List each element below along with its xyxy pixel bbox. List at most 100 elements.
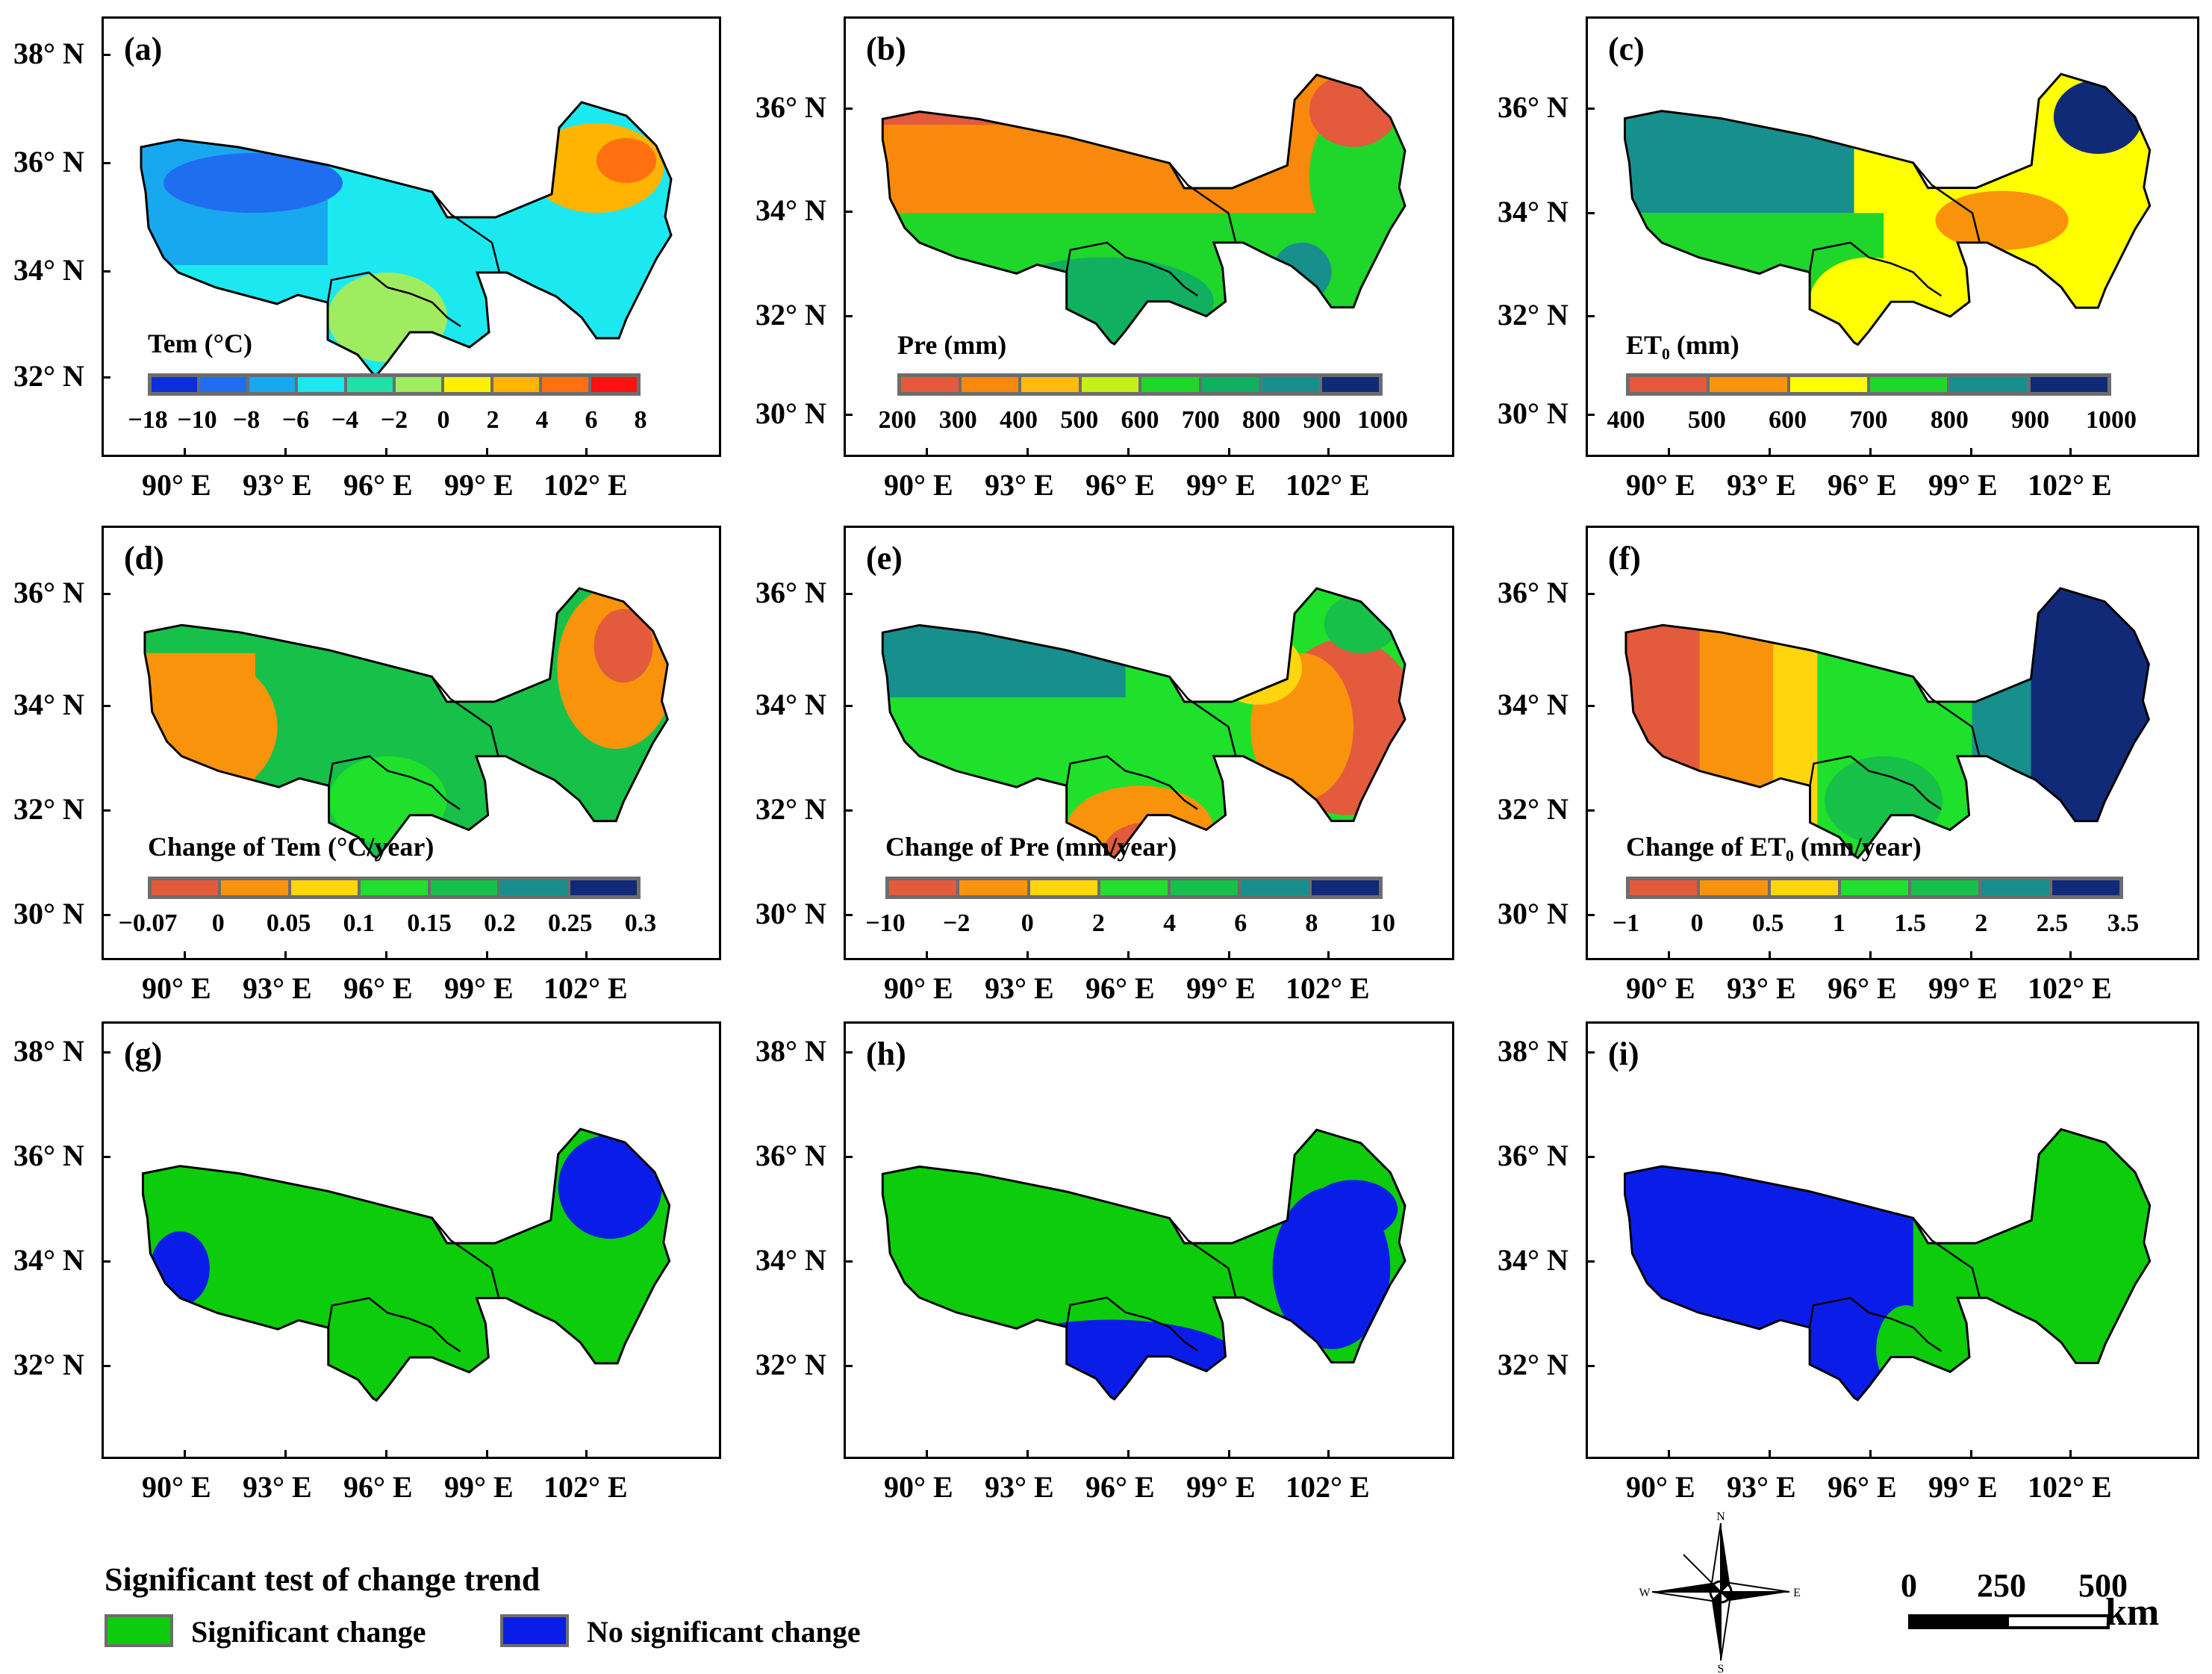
legend-title: Change of Pre (mm/year) — [885, 832, 1177, 862]
lat-tick — [102, 914, 110, 916]
legend-color-cell — [2051, 880, 2119, 895]
map-panel-i — [1586, 1021, 2199, 1459]
scale-unit: km — [2105, 1591, 2160, 1634]
lon-tick — [284, 951, 287, 960]
lon-tick-label: 93° E — [243, 1470, 312, 1504]
legend-tick-label: 700 — [1849, 406, 1888, 434]
legend-tick-label: 0.5 — [1752, 909, 1784, 937]
legend-tick-label: 4 — [1163, 909, 1177, 937]
lat-tick-label: 36° N — [755, 90, 826, 124]
legend-tick-label: 800 — [1242, 406, 1280, 434]
lon-tick-label: 99° E — [444, 1470, 514, 1504]
lat-tick — [844, 211, 853, 213]
lon-tick — [585, 1450, 588, 1459]
lon-tick-label: 102° E — [543, 971, 628, 1005]
significant-swatch — [105, 1614, 173, 1647]
lon-tick-label: 93° E — [985, 468, 1054, 502]
legend-color-cell — [961, 377, 1021, 392]
legend-colorbar — [885, 877, 1383, 899]
lat-tick — [1586, 1365, 1595, 1367]
lat-tick — [102, 705, 110, 707]
lon-tick-label: 96° E — [1085, 468, 1155, 502]
lon-tick-label: 93° E — [1727, 1470, 1796, 1504]
legend-tick-label: 500 — [1687, 406, 1726, 434]
lat-tick — [1586, 593, 1595, 595]
lon-tick-label: 93° E — [243, 468, 312, 502]
lat-tick-label: 34° N — [755, 688, 826, 721]
lon-tick-label: 99° E — [1928, 971, 1998, 1005]
lon-tick — [1668, 951, 1670, 960]
legend-tick-label: −2 — [942, 909, 971, 937]
lat-tick-label: 38° N — [755, 1034, 826, 1068]
legend-color-cell — [591, 377, 638, 392]
legend-tick-label: −1 — [1612, 909, 1640, 937]
legend-color-cell — [1630, 880, 1701, 895]
lat-tick — [102, 376, 110, 379]
lon-tick-label: 102° E — [1286, 971, 1370, 1005]
legend-color-cell — [542, 377, 591, 392]
map-a — [140, 101, 673, 377]
map-panel-a — [102, 16, 721, 457]
lon-tick — [1970, 1450, 1972, 1459]
lon-tick — [1869, 951, 1872, 960]
panel-letter: (c) — [1608, 31, 1645, 67]
lat-tick-label: 36° N — [13, 576, 84, 609]
lon-tick — [1668, 1450, 1670, 1459]
legend-tick-label: 1 — [1832, 909, 1845, 937]
lon-tick — [1327, 1450, 1330, 1459]
lat-tick-label: 38° N — [1498, 1034, 1568, 1068]
scale-bar — [1908, 1614, 2110, 1629]
lon-tick — [926, 951, 928, 960]
map-panel-h — [844, 1021, 1454, 1459]
legend-tick-label: −6 — [281, 406, 310, 434]
lon-tick-label: 96° E — [1828, 971, 1897, 1005]
map-d — [143, 587, 669, 859]
legend-color-cell — [1789, 377, 1870, 392]
legend-tick-label: 0.25 — [547, 909, 593, 937]
map-b — [881, 73, 1406, 346]
legend-tick-label: 6 — [585, 406, 598, 434]
lon-tick-label: 90° E — [1626, 1470, 1695, 1504]
legend-colorbar — [1626, 373, 2111, 396]
legend-tick-label: 500 — [1060, 406, 1099, 434]
lon-tick — [1327, 448, 1330, 457]
legend-tick-label: −18 — [128, 406, 168, 434]
lat-tick — [844, 108, 853, 110]
lon-tick — [585, 448, 588, 457]
legend-color-cell — [959, 880, 1030, 895]
legend-tick-label: 2 — [1975, 909, 1988, 937]
legend-colorbar — [148, 373, 641, 396]
lat-tick-label: 30° N — [13, 897, 84, 930]
lon-tick — [1668, 448, 1670, 457]
legend-color-cell — [1262, 377, 1322, 392]
lat-tick — [102, 593, 110, 595]
lon-tick — [1228, 448, 1230, 457]
lon-tick — [385, 1450, 387, 1459]
scale-label-500: 500 — [2078, 1567, 2128, 1604]
legend-color-cell — [1770, 880, 1841, 895]
lat-tick-label: 34° N — [13, 1243, 84, 1277]
legend-tick-label: 900 — [2011, 406, 2050, 434]
legend-color-cell — [1241, 880, 1312, 895]
legend-color-cell — [1201, 377, 1262, 392]
legend-tick-label: 8 — [634, 406, 647, 434]
legend-tick-label: 0.05 — [266, 909, 311, 937]
lat-tick — [1586, 914, 1595, 916]
lon-tick — [284, 448, 287, 457]
lon-tick — [486, 1450, 488, 1459]
lat-tick-label: 30° N — [1498, 897, 1568, 930]
compass-e: E — [1793, 1587, 1801, 1599]
legend-tick-label: 600 — [1769, 406, 1807, 434]
lon-tick — [385, 448, 387, 457]
lat-tick — [102, 54, 110, 56]
lon-tick-label: 96° E — [343, 468, 413, 502]
legend-color-cell — [901, 377, 962, 392]
lat-tick-label: 34° N — [1498, 1243, 1568, 1277]
legend-color-cell — [1311, 880, 1379, 895]
panel-letter: (h) — [866, 1036, 906, 1072]
panel-letter: (g) — [124, 1036, 163, 1072]
legend-tick-label: 600 — [1121, 406, 1159, 434]
lat-tick-label: 32° N — [13, 792, 84, 826]
lat-tick-label: 36° N — [13, 1139, 84, 1172]
lat-tick-label: 32° N — [755, 298, 826, 332]
